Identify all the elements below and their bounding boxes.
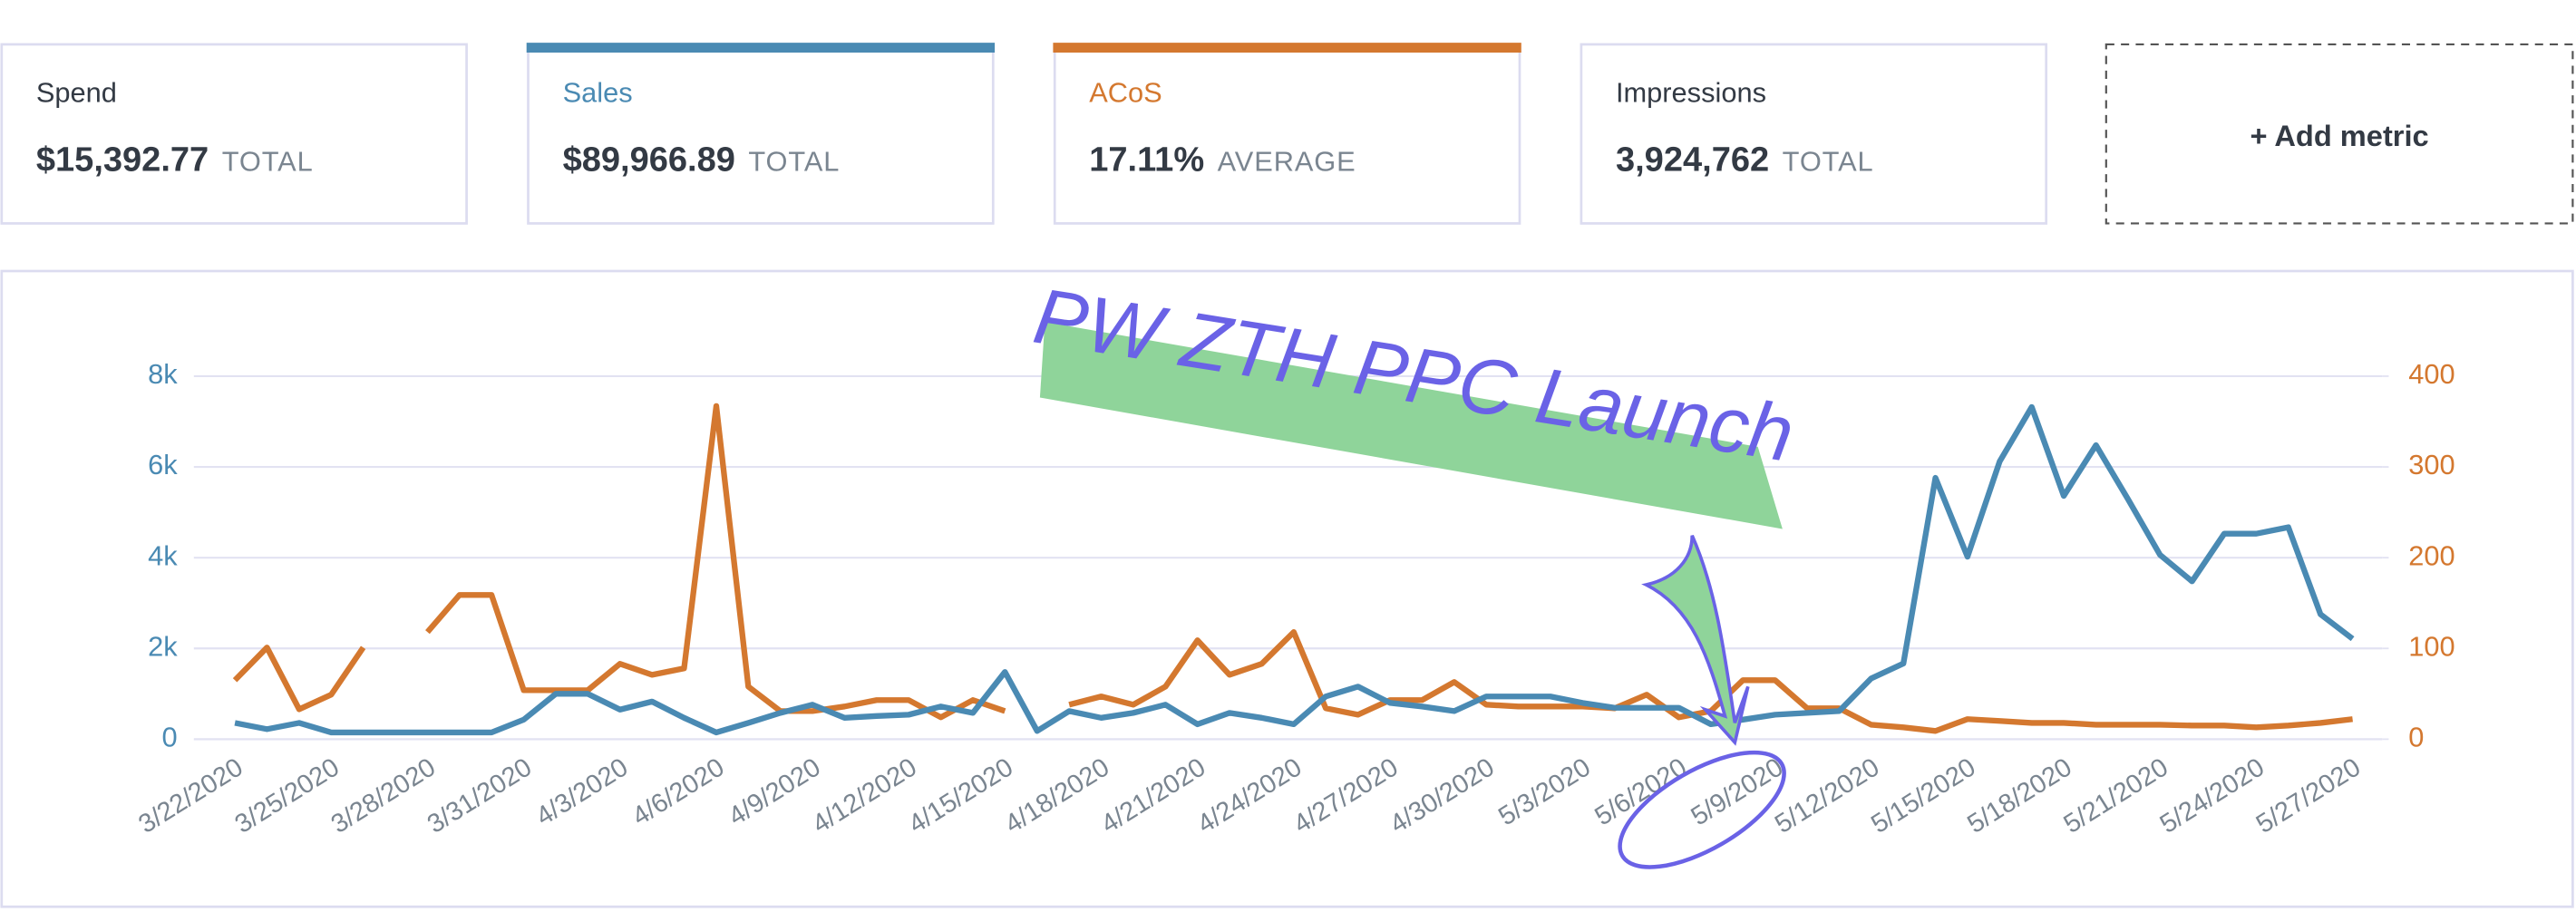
metric-label: ACoS <box>1089 76 1162 108</box>
card-accent <box>1053 43 1521 53</box>
y-tick-label: 4k <box>148 539 178 571</box>
y2-tick-label: 100 <box>2408 630 2454 662</box>
metric-unit: TOTAL <box>748 145 840 177</box>
metric-value: 3,924,762 <box>1616 141 1769 179</box>
annotation-circle <box>1618 750 1786 869</box>
card-box <box>0 43 468 225</box>
metric-unit: TOTAL <box>222 145 314 177</box>
card-accent <box>526 43 996 53</box>
metric-unit: TOTAL <box>1783 145 1874 177</box>
metric-card[interactable]: Spend $15,392.77 TOTAL <box>0 43 468 225</box>
metric-label: Spend <box>36 76 117 108</box>
metric-card[interactable]: ACoS 17.11% AVERAGE <box>1053 43 1521 225</box>
metric-value: $15,392.77 <box>36 141 209 179</box>
y2-tick-label: 0 <box>2408 722 2424 753</box>
metric-value-row: $15,392.77 TOTAL <box>36 141 314 179</box>
y-tick-label: 6k <box>148 449 178 480</box>
metric-value: $89,966.89 <box>563 141 735 179</box>
y-tick-label: 0 <box>162 722 178 753</box>
metric-label: Sales <box>563 76 633 108</box>
series-line <box>234 403 2355 736</box>
metric-label: Impressions <box>1616 76 1766 108</box>
y2-tick-label: 400 <box>2408 358 2454 390</box>
y2-tick-label: 300 <box>2408 449 2454 480</box>
y-tick-label: 2k <box>148 630 178 662</box>
y2-tick-label: 200 <box>2408 539 2454 571</box>
metric-unit: AVERAGE <box>1218 145 1356 177</box>
metric-value-row: 3,924,762 TOTAL <box>1616 141 1874 179</box>
y-tick-label: 8k <box>148 358 178 390</box>
metric-card[interactable]: Impressions 3,924,762 TOTAL <box>1580 43 2048 225</box>
annotation-highlight <box>1039 322 1783 529</box>
card-box <box>527 43 995 225</box>
metric-card[interactable]: Sales $89,966.89 TOTAL <box>526 43 996 225</box>
card-box <box>1580 43 2048 225</box>
card-box <box>1053 43 1521 225</box>
metric-cards: Spend $15,392.77 TOTAL Sales $89,966.89 TOTAL… <box>0 43 2048 225</box>
annotation-arrow <box>1641 534 1750 746</box>
add-metric-label[interactable]: + Add metric <box>2250 119 2428 152</box>
metric-value-row: $89,966.89 TOTAL <box>563 141 841 179</box>
add-metric-button[interactable] <box>2105 43 2574 225</box>
metric-value-row: 17.11% AVERAGE <box>1089 141 1356 179</box>
metric-value: 17.11% <box>1089 141 1204 179</box>
